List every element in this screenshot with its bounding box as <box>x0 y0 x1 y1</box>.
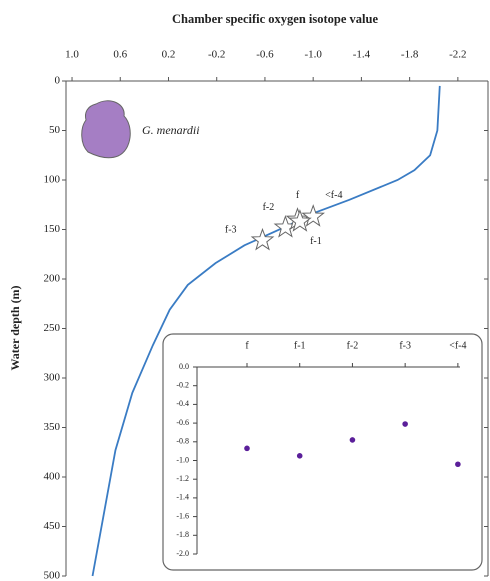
y-tick-label: 0 <box>55 75 61 87</box>
inset-point <box>455 461 461 468</box>
y-tick-label: 500 <box>44 570 61 581</box>
x-tick-label: -0.2 <box>208 49 225 61</box>
inset-x-tick-label: f-2 <box>347 340 359 351</box>
chamber-star <box>288 209 312 232</box>
inset-x-tick-label: f-1 <box>294 340 306 351</box>
y-tick-label: 450 <box>44 520 61 532</box>
x-tick-label: 0.2 <box>162 49 176 61</box>
y-tick-label: 50 <box>49 124 61 136</box>
y-tick-label: 350 <box>44 421 61 433</box>
x-tick-label: 0.6 <box>113 49 127 61</box>
inset-y-tick-label: 0.0 <box>179 362 189 371</box>
y-tick-label: 100 <box>44 174 61 186</box>
y-axis-label: Water depth (m) <box>8 285 22 370</box>
y-tick-label: 200 <box>44 273 61 285</box>
x-tick-label: -1.4 <box>353 49 371 61</box>
y-tick-label: 250 <box>44 322 61 334</box>
chamber-label: f-2 <box>263 202 275 213</box>
inset-y-tick-label: -1.2 <box>176 474 189 483</box>
inset-point <box>402 421 408 427</box>
inset-frame <box>162 333 483 571</box>
chamber-star <box>301 204 325 227</box>
depth-profile <box>91 85 441 577</box>
inset-y-tick-label: -1.4 <box>176 493 189 502</box>
annotation: G. menardii <box>142 123 200 137</box>
inset-y-tick-label: -1.8 <box>176 530 189 539</box>
x-tick-label: -2.2 <box>449 49 466 61</box>
inset-y-tick-label: -2.0 <box>176 549 189 558</box>
chamber-label: f-3 <box>225 225 237 236</box>
inset-x-tick-label: f <box>245 340 249 351</box>
inset-y-tick-label: -1.6 <box>176 511 189 520</box>
y-tick-label: 300 <box>44 372 61 384</box>
x-tick-label: 1.0 <box>65 49 79 61</box>
inset-point <box>349 437 356 443</box>
chamber-label: <f-4 <box>325 190 342 201</box>
chart-title: Chamber specific oxygen isotope value <box>172 12 378 26</box>
species-icon <box>81 100 131 159</box>
chamber-label: f <box>296 190 300 201</box>
inset-point <box>244 445 250 452</box>
inset-y-tick-label: -0.6 <box>176 418 189 427</box>
chamber-label: f-1 <box>310 236 322 247</box>
inset-point <box>296 453 303 459</box>
chamber-star <box>250 227 275 251</box>
inset-y-tick-label: -1.0 <box>176 455 189 464</box>
inset-y-tick-label: -0.8 <box>176 437 189 446</box>
y-tick-label: 150 <box>44 223 61 235</box>
inset-x-tick-label: f-3 <box>399 340 411 351</box>
x-tick-label: -1.0 <box>304 49 322 61</box>
x-tick-label: -0.6 <box>256 49 274 61</box>
inset-y-tick-label: -0.4 <box>176 399 189 408</box>
x-tick-label: -1.8 <box>401 49 419 61</box>
inset-x-tick-label: <f-4 <box>449 340 466 351</box>
y-tick-label: 400 <box>44 471 61 483</box>
inset-y-tick-label: -0.2 <box>176 381 189 390</box>
